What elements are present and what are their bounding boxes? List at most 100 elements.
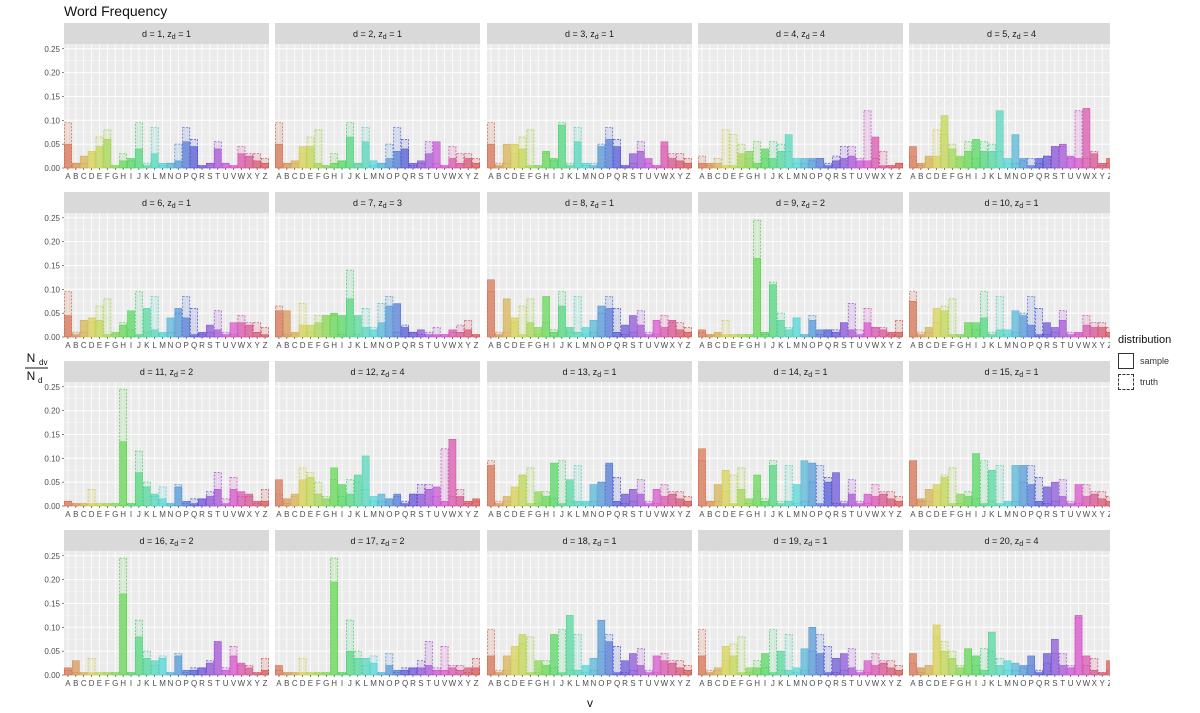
truth-bar	[111, 334, 120, 338]
x-tick-label: N	[379, 679, 385, 688]
x-tick-label: L	[575, 679, 580, 688]
facet-strip	[909, 23, 1110, 44]
truth-bar	[698, 460, 706, 507]
y-tick-label: 0.05	[44, 140, 60, 149]
truth-bar	[253, 672, 262, 676]
x-tick-label: K	[778, 510, 784, 519]
truth-bar	[808, 160, 817, 169]
x-tick-label: A	[276, 510, 282, 519]
x-tick-label: T	[215, 341, 220, 350]
x-tick-label: Z	[897, 341, 902, 350]
truth-bar	[887, 660, 896, 676]
x-tick-label: C	[504, 510, 510, 519]
truth-bar	[573, 296, 582, 338]
x-tick-label: J	[771, 679, 775, 688]
truth-bar	[987, 143, 996, 169]
x-tick-label: K	[989, 341, 995, 350]
truth-bar	[956, 665, 965, 676]
truth-bar	[135, 122, 143, 169]
x-tick-label: C	[926, 172, 932, 181]
truth-bar	[879, 660, 888, 676]
truth-bar	[456, 324, 465, 338]
x-tick-label: A	[910, 341, 916, 350]
x-tick-label: A	[488, 510, 494, 519]
x-tick-label: C	[926, 679, 932, 688]
x-tick-label: A	[488, 679, 494, 688]
truth-bar	[745, 158, 754, 169]
x-tick-label: K	[355, 679, 361, 688]
truth-bar	[589, 162, 598, 169]
panel-background	[487, 44, 692, 168]
y-tick-label: 0.25	[44, 45, 60, 54]
truth-bar	[456, 665, 465, 676]
truth-bar	[684, 496, 692, 507]
truth-bar	[698, 331, 706, 338]
x-tick-label: P	[607, 510, 612, 519]
x-tick-label: X	[247, 172, 253, 181]
x-tick-label: H	[331, 510, 337, 519]
x-tick-label: H	[543, 679, 549, 688]
truth-bar	[253, 153, 262, 169]
facet-label: d = 10, zd = 1	[985, 198, 1039, 210]
x-tick-label: D	[512, 341, 518, 350]
facet-panel: d = 13, zd = 1 A B C D E F G H I J K L M N O P Q R S T U V W X Y Z	[487, 361, 692, 519]
truth-bar	[1035, 669, 1043, 676]
x-tick-label: K	[144, 679, 150, 688]
truth-bar	[1082, 158, 1091, 169]
truth-bar	[800, 334, 809, 338]
truth-bar	[705, 334, 714, 338]
x-tick-label: I	[553, 341, 555, 350]
x-tick-label: F	[528, 679, 533, 688]
truth-bar	[784, 634, 793, 676]
truth-bar	[198, 667, 206, 676]
x-tick-label: Y	[1100, 679, 1106, 688]
x-tick-label: E	[520, 510, 525, 519]
truth-bar	[753, 660, 762, 676]
legend-title: distribution	[1118, 334, 1172, 346]
x-tick-label: U	[857, 679, 863, 688]
x-tick-label: T	[1060, 172, 1065, 181]
x-tick-label: T	[638, 341, 643, 350]
x-tick-label: U	[223, 172, 229, 181]
truth-bar	[987, 500, 996, 507]
facet-panel: d = 16, zd = 2 0.00 0.05 0.10 0.15 0.20 0.25 A B…	[44, 530, 269, 688]
legend-label-truth: truth	[1140, 376, 1159, 387]
x-tick-label: X	[1092, 510, 1098, 519]
x-tick-label: K	[355, 172, 361, 181]
x-tick-label: R	[410, 172, 416, 181]
x-tick-label: E	[942, 341, 947, 350]
truth-bar	[1011, 162, 1020, 169]
truth-bar	[282, 334, 291, 338]
x-tick-label: X	[247, 679, 253, 688]
truth-bar	[558, 291, 566, 338]
x-tick-label: H	[120, 341, 126, 350]
x-tick-label: R	[199, 510, 205, 519]
x-tick-label: Z	[263, 341, 268, 350]
x-tick-label: F	[105, 341, 110, 350]
x-tick-label: N	[1013, 679, 1019, 688]
x-tick-label: Z	[1108, 341, 1110, 350]
truth-bar	[589, 500, 598, 507]
truth-bar	[346, 619, 354, 676]
truth-bar	[729, 474, 738, 507]
x-tick-label: R	[622, 510, 628, 519]
truth-bar	[1035, 308, 1043, 338]
x-tick-label: V	[654, 172, 660, 181]
truth-bar	[409, 667, 417, 676]
truth-bar	[1003, 503, 1012, 507]
truth-bar	[361, 127, 370, 169]
truth-bar	[1090, 150, 1099, 169]
truth-bar	[87, 153, 96, 169]
truth-bar	[322, 672, 331, 676]
x-tick-label: R	[833, 172, 839, 181]
x-tick-label: I	[764, 679, 766, 688]
x-tick-label: O	[1020, 510, 1026, 519]
truth-bar	[542, 660, 551, 676]
x-tick-label: I	[341, 172, 343, 181]
x-tick-label: H	[965, 510, 971, 519]
truth-bar	[550, 498, 558, 507]
truth-bar	[824, 646, 832, 676]
truth-bar	[464, 672, 473, 676]
x-tick-label: Z	[686, 510, 691, 519]
